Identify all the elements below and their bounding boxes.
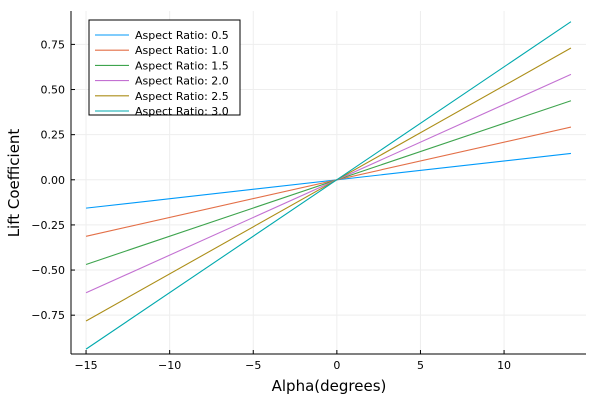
- legend: Aspect Ratio: 0.5 Aspect Ratio: 1.0 Aspect…: [88, 19, 241, 118]
- y-tick-label: 0.00: [41, 174, 66, 187]
- legend-label: Aspect Ratio: 3.0: [135, 105, 229, 118]
- y-tick-label: 0.50: [41, 84, 66, 97]
- y-tick-label: −0.50: [31, 264, 65, 277]
- series-line-4: [85, 73, 572, 294]
- y-axis-label: Lift Coefficient: [5, 129, 23, 238]
- series-line-3: [85, 100, 572, 265]
- y-tick-label: −0.75: [31, 309, 65, 322]
- ticks: −15 −10 −5 0 5 10 −0.75 −0.50 −0.25 0.00 0.25 0.50 0…: [31, 38, 511, 372]
- x-tick-label: 10: [497, 359, 511, 372]
- y-tick-label: 0.25: [41, 129, 66, 142]
- x-tick-label: −5: [245, 359, 261, 372]
- series-line-2: [85, 126, 572, 237]
- axes: [70, 11, 586, 355]
- legend-label: Aspect Ratio: 0.5: [135, 29, 229, 42]
- legend-label: Aspect Ratio: 2.0: [135, 75, 229, 88]
- x-tick-label: 0: [333, 359, 340, 372]
- legend-label: Aspect Ratio: 2.5: [135, 90, 229, 103]
- y-tick-label: −0.25: [31, 219, 65, 232]
- legend-label: Aspect Ratio: 1.0: [135, 44, 229, 57]
- y-tick-label: 0.75: [41, 38, 66, 51]
- legend-box: [88, 19, 241, 116]
- x-tick-label: −15: [74, 359, 97, 372]
- series: [85, 21, 572, 350]
- legend-label: Aspect Ratio: 1.5: [135, 59, 229, 72]
- series-line-5: [85, 47, 572, 322]
- series-line-1: [85, 152, 572, 209]
- x-axis-label: Alpha(degrees): [272, 377, 387, 395]
- x-tick-label: 5: [417, 359, 424, 372]
- x-tick-label: −10: [158, 359, 181, 372]
- series-line-6: [85, 21, 572, 350]
